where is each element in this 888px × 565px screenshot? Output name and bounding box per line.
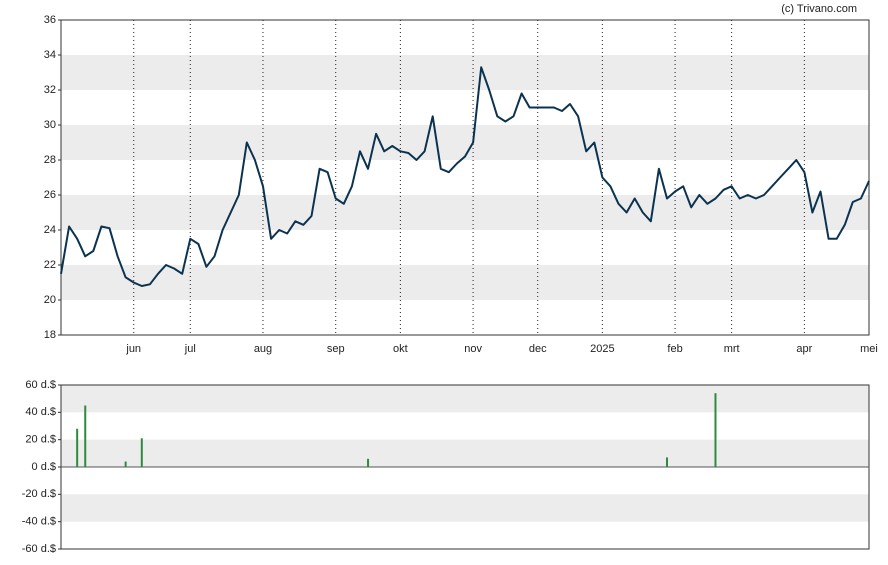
bar bbox=[140, 438, 143, 467]
y-tick-label: 20 d.$ bbox=[25, 434, 56, 446]
y-tick-label: 30 bbox=[44, 119, 56, 131]
x-tick-label: jul bbox=[184, 343, 196, 355]
x-tick-label: mei bbox=[860, 343, 878, 355]
grid-band bbox=[61, 494, 869, 522]
y-tick-label: 22 bbox=[44, 259, 56, 271]
x-tick-label: mrt bbox=[724, 343, 740, 355]
y-tick-label: -20 d.$ bbox=[22, 488, 56, 500]
y-tick-label: 36 bbox=[44, 14, 56, 26]
y-tick-label: -60 d.$ bbox=[22, 543, 56, 555]
bar bbox=[84, 405, 87, 467]
y-tick-label: 18 bbox=[44, 329, 56, 341]
y-tick-label: 34 bbox=[44, 49, 56, 61]
y-tick-label: 26 bbox=[44, 189, 56, 201]
grid-band bbox=[61, 125, 869, 160]
grid-band bbox=[61, 265, 869, 300]
x-tick-label: apr bbox=[796, 343, 812, 355]
chart-title: (c) Trivano.com bbox=[781, 3, 857, 15]
x-tick-label: okt bbox=[393, 343, 408, 355]
grid-band bbox=[61, 439, 869, 467]
y-tick-label: 0 d.$ bbox=[32, 461, 56, 473]
x-tick-label: feb bbox=[667, 343, 682, 355]
x-tick-label: dec bbox=[529, 343, 547, 355]
x-tick-label: aug bbox=[254, 343, 272, 355]
grid-band bbox=[61, 385, 869, 413]
x-tick-label: nov bbox=[464, 343, 482, 355]
plot-frame bbox=[60, 19, 870, 336]
price-line bbox=[60, 66, 870, 287]
grid-band bbox=[61, 195, 869, 230]
bar bbox=[367, 458, 370, 467]
grid-band bbox=[61, 55, 869, 90]
bar bbox=[714, 393, 717, 467]
y-tick-label: 20 bbox=[44, 294, 56, 306]
x-tick-label: sep bbox=[327, 343, 345, 355]
bar bbox=[76, 428, 79, 467]
y-tick-label: 32 bbox=[44, 84, 56, 96]
x-tick-label: 2025 bbox=[590, 343, 614, 355]
bar bbox=[124, 461, 127, 467]
y-tick-label: -40 d.$ bbox=[22, 516, 56, 528]
bar bbox=[666, 457, 668, 467]
y-tick-label: 24 bbox=[44, 224, 56, 236]
y-tick-label: 28 bbox=[44, 154, 56, 166]
y-tick-label: 60 d.$ bbox=[25, 379, 56, 391]
x-tick-label: jun bbox=[125, 343, 141, 355]
y-tick-label: 40 d.$ bbox=[25, 406, 56, 418]
